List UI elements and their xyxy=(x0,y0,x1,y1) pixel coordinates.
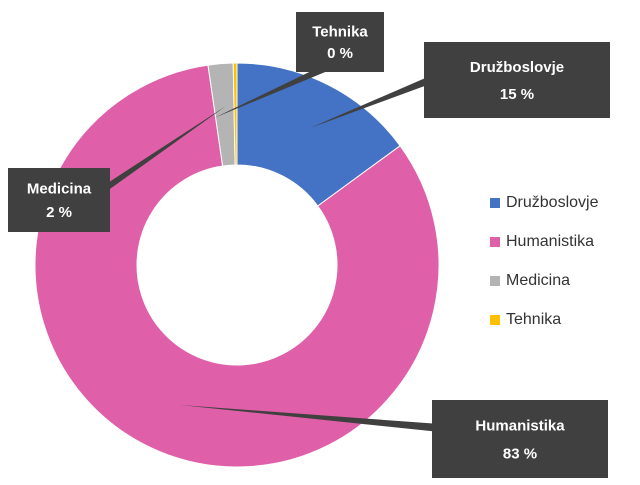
leader-line xyxy=(180,405,440,432)
legend-label: Medicina xyxy=(506,272,570,289)
data-label: 83 % xyxy=(503,446,537,463)
legend-swatch xyxy=(490,276,500,286)
data-label-name: Tehnika xyxy=(312,23,368,40)
label-box xyxy=(424,42,610,118)
data-label-name: Družboslovje xyxy=(470,59,564,76)
data-label: 0 % xyxy=(327,45,353,62)
leader-line xyxy=(310,76,430,128)
legend-label: Tehnika xyxy=(506,311,561,328)
legend-swatch xyxy=(490,198,500,208)
data-label: 15 % xyxy=(500,86,534,103)
leader-line xyxy=(100,106,226,196)
legend-swatch xyxy=(490,315,500,325)
slice xyxy=(236,62,401,207)
label-box xyxy=(432,400,608,478)
data-label: 2 % xyxy=(46,204,72,221)
legend-label: Humanistika xyxy=(506,233,594,250)
legend-swatch xyxy=(490,237,500,247)
data-label-name: Medicina xyxy=(27,181,92,198)
label-box xyxy=(8,168,110,232)
slice xyxy=(232,62,238,166)
legend-label: Družboslovje xyxy=(506,194,599,211)
leader-line xyxy=(214,62,330,118)
label-box xyxy=(296,12,384,72)
data-label-name: Humanistika xyxy=(475,417,565,434)
